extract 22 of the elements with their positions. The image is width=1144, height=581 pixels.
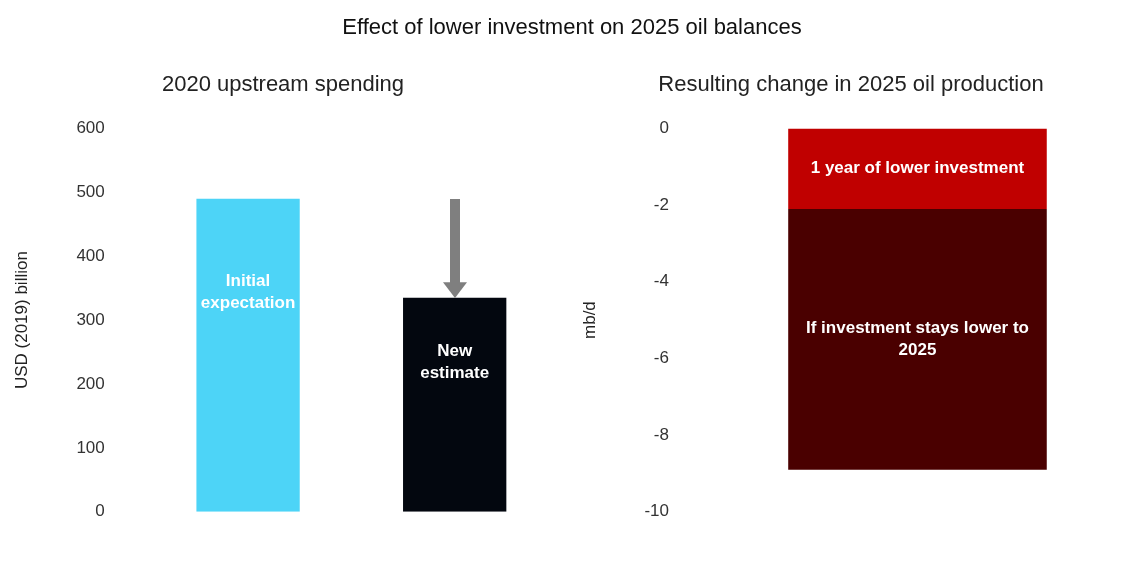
chart-title: Effect of lower investment on 2025 oil balances <box>341 14 803 40</box>
y-tick-label: 400 <box>76 245 105 265</box>
y-tick-label: 600 <box>76 118 105 138</box>
y-axis-title: USD (2019) billion <box>11 251 31 390</box>
y-tick-label: -10 <box>644 501 669 521</box>
y-tick-label: 0 <box>95 501 105 521</box>
y-tick-label: -2 <box>653 194 669 214</box>
series-label: 1 year of lower investment <box>810 158 1025 178</box>
y-tick-label: 300 <box>76 309 105 329</box>
x-tick-label: New estimate <box>420 340 490 382</box>
chart-title: Resulting change in 2025 oil production <box>658 71 1044 97</box>
y-tick-label: 200 <box>76 373 105 393</box>
y-tick-label: 0 <box>659 118 669 138</box>
y-tick-label: -6 <box>653 348 669 368</box>
y-tick-label: 500 <box>76 181 105 201</box>
y-axis-title: mb/d <box>579 301 599 339</box>
chart-subtitle: 2020 upstream spending <box>161 71 405 97</box>
y-tick-label: 100 <box>76 437 105 457</box>
series-label: If investment stays lower to 2025 <box>806 317 1029 359</box>
y-tick-label: -8 <box>653 424 669 444</box>
y-tick-label: -4 <box>653 271 669 291</box>
x-tick-label: Initial expectation <box>200 271 296 313</box>
